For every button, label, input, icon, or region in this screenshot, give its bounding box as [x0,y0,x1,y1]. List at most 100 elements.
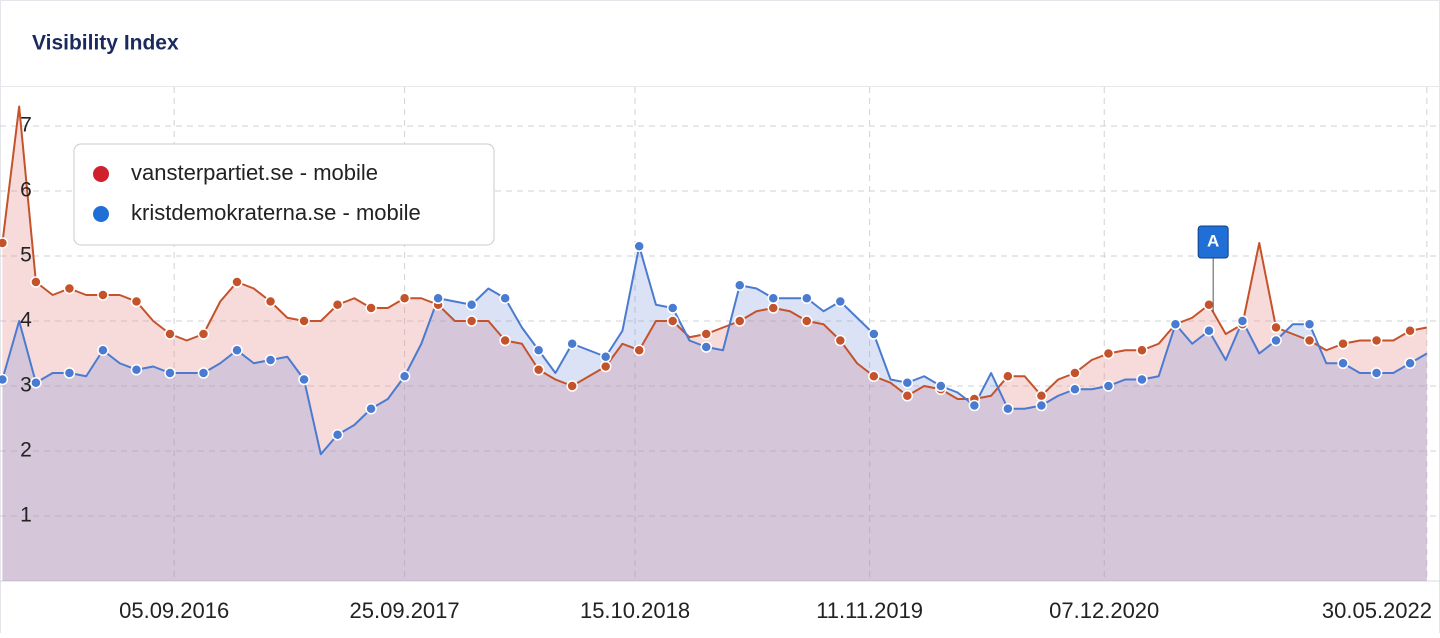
chart-title: Visibility Index [32,32,179,55]
x-tick-label: 05.09.2016 [119,598,229,623]
data-point [63,367,76,379]
data-point [465,299,478,311]
data-point [97,344,109,356]
data-point [231,276,243,288]
data-point [331,299,344,311]
legend-label: vansterpartiet.se - mobile [131,160,378,185]
data-point [465,315,478,327]
data-point [566,338,578,350]
plot-area: 1 2 3 4 5 6 7 05.09.2016 25.09.2017 15.10.2018 11.… [0,87,1440,623]
data-point [0,237,9,249]
data-point [1102,380,1115,392]
legend: vansterpartiet.se - mobile kristdemokrate… [73,143,495,246]
data-point [1136,344,1148,356]
annotation-label: A [1207,231,1219,250]
data-point [1069,367,1081,379]
data-point [901,390,914,402]
data-point [164,367,176,379]
data-point [834,334,847,347]
area-fill [2,246,1427,581]
data-point [532,344,545,356]
data-point [1203,299,1215,311]
data-point [734,279,746,291]
data-point [666,302,679,314]
data-point [1169,318,1182,330]
data-point [499,334,511,347]
data-point [633,344,645,356]
data-point [0,373,9,386]
data-point [532,364,545,376]
data-point [231,344,243,356]
data-point [599,360,612,373]
data-point [901,377,914,389]
y-tick-label: 4 [20,309,32,332]
data-point [365,302,377,314]
data-point [566,380,578,392]
annotation-badge [1197,225,1229,259]
data-point [264,354,277,366]
data-point [633,240,645,252]
y-tick-label: 2 [20,439,32,462]
data-point [868,328,880,340]
y-tick-label: 3 [20,374,32,397]
legend-box [73,143,495,246]
data-point [1337,357,1349,369]
data-point [63,282,76,295]
y-tick-label: 6 [20,179,32,202]
legend-marker [93,166,109,182]
data-point [30,377,42,389]
data-point [298,373,310,386]
data-point [1002,403,1014,415]
data-point [1270,334,1282,347]
data-point [1337,338,1349,350]
data-point [1203,325,1215,337]
data-point [666,315,679,327]
x-tick-label: 25.09.2017 [350,598,460,623]
legend-label: kristdemokraterna.se - mobile [131,200,421,225]
y-tick-label: 5 [20,244,32,267]
data-point [164,328,176,340]
data-point [1035,399,1048,412]
data-point [1270,321,1282,334]
data-point [935,380,947,392]
data-point [767,292,780,304]
x-tick-label: 11.11.2019 [816,598,923,623]
data-point [264,295,277,308]
data-point [197,367,210,379]
data-point [700,341,712,353]
data-point [801,292,813,304]
data-point [197,328,210,340]
data-point [1035,390,1048,402]
data-point [30,276,42,288]
data-point [834,295,847,308]
data-point [734,315,746,327]
data-point [1303,334,1316,347]
data-point [1370,367,1383,379]
data-point [298,315,310,327]
data-point [1303,318,1316,330]
y-tick-label: 7 [20,114,32,137]
data-point [97,289,109,301]
data-point [968,399,981,412]
data-point [398,292,411,304]
data-point [700,328,712,340]
data-point [801,315,813,327]
data-point [1404,325,1416,337]
legend-marker [93,206,109,222]
data-point [499,292,511,304]
y-tick-label: 1 [20,504,32,527]
data-point [1002,370,1014,382]
data-point [130,295,143,308]
data-point [130,364,143,376]
data-point [1236,315,1249,327]
x-tick-label: 07.12.2020 [1049,598,1159,623]
data-point [365,403,377,415]
data-point [398,370,411,382]
x-tick-label: 30.05.2022 [1322,598,1432,623]
data-point [1069,383,1081,395]
x-tick-label: 15.10.2018 [580,598,690,623]
data-point [599,351,612,363]
